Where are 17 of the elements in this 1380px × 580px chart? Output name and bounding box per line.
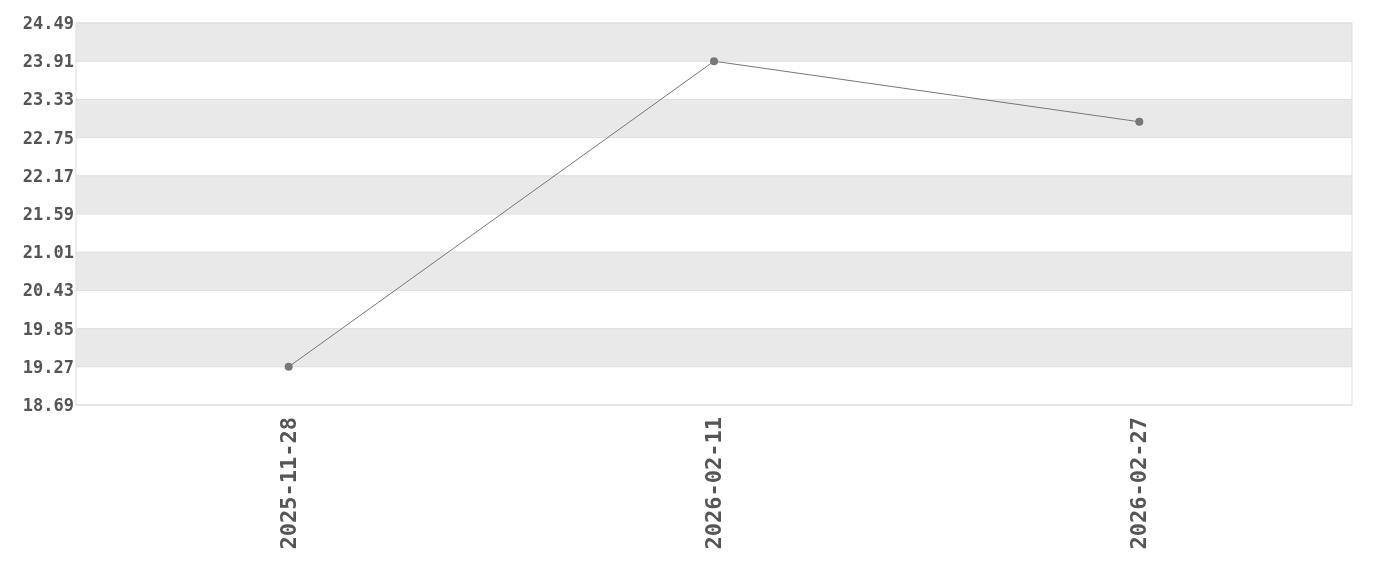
x-tick-label: 2025-11-28	[275, 417, 301, 550]
y-tick-label: 19.27	[22, 356, 74, 377]
point	[284, 362, 293, 371]
y-tick-label: 21.59	[22, 203, 74, 224]
x-tick-label: 2026-02-11	[701, 417, 726, 550]
y-tick-label: 19.85	[22, 318, 74, 339]
y-tick-label: 20.43	[22, 280, 74, 301]
x-tick-label: 2026-02-27	[1126, 417, 1152, 550]
y-tick-label: 22.75	[22, 127, 74, 148]
y-tick-label: 24.49	[22, 12, 74, 33]
y-tick-label: 18.69	[22, 394, 74, 415]
y-tick-label: 22.17	[22, 165, 74, 186]
point	[1135, 117, 1144, 126]
point	[710, 57, 718, 66]
y-tick-label: 21.01	[22, 242, 74, 263]
y-tick-label: 23.91	[22, 51, 74, 72]
y-tick-label: 23.33	[22, 89, 74, 110]
